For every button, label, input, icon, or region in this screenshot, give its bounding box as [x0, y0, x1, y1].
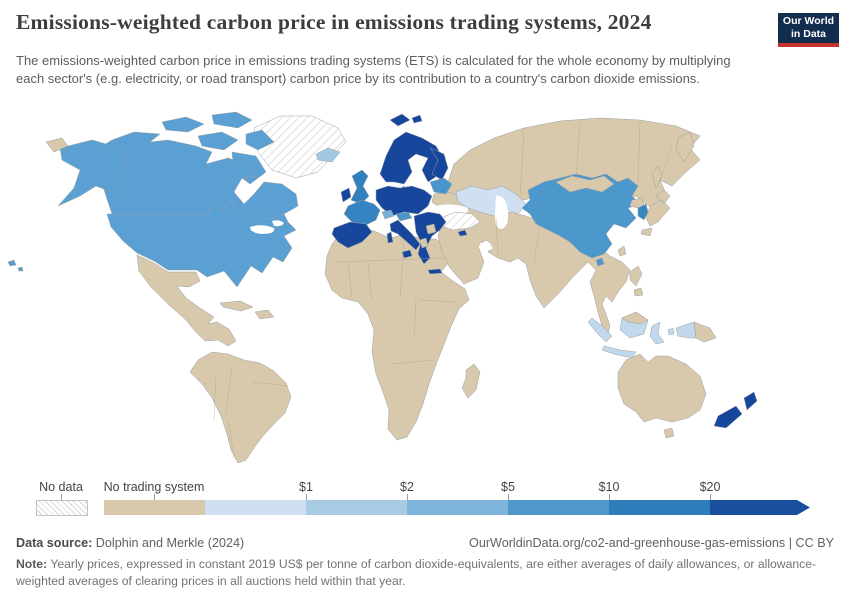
map-region-chukotka[interactable] — [45, 137, 69, 153]
owid-url-link[interactable]: OurWorldinData.org/co2-and-greenhouse-ga… — [469, 536, 786, 550]
map-region-alaska[interactable] — [57, 139, 130, 207]
legend-no-data-label: No data — [39, 480, 83, 494]
map-region-kamchatka[interactable] — [675, 131, 695, 163]
map-region-new-zealand-south[interactable] — [713, 405, 743, 429]
map-region-switzerland[interactable] — [381, 209, 395, 220]
map-region-italy[interactable] — [386, 219, 421, 259]
map-region-taiwan[interactable] — [617, 245, 627, 257]
legend-segment-4[interactable] — [508, 500, 609, 515]
page-title: Emissions-weighted carbon price in emiss… — [16, 10, 652, 34]
map-region-svalbard[interactable] — [389, 113, 423, 127]
country-borders — [213, 121, 673, 459]
legend-segment-3[interactable] — [407, 500, 508, 515]
map-region-uk[interactable] — [350, 169, 370, 205]
note-label: Note: — [16, 557, 48, 571]
owid-logo-line1: Our World — [782, 15, 835, 28]
note-line: Note: Yearly prices, expressed in consta… — [16, 556, 828, 590]
map-region-malaysia-borneo[interactable] — [621, 311, 649, 325]
note-text: Yearly prices, expressed in constant 201… — [16, 557, 817, 588]
map-region-mexico[interactable] — [136, 254, 237, 347]
map-region-turkey[interactable] — [439, 211, 481, 231]
map-region-south-korea[interactable] — [637, 203, 649, 221]
owid-logo[interactable]: Our World in Data — [778, 13, 839, 47]
map-region-sulawesi[interactable] — [649, 321, 665, 345]
map-region-austria[interactable] — [395, 211, 413, 222]
map-region-madagascar[interactable] — [461, 363, 481, 399]
map-region-australia[interactable] — [617, 353, 707, 423]
legend-segment-5[interactable] — [609, 500, 710, 515]
map-region-ireland[interactable] — [340, 187, 352, 203]
map-region-java[interactable] — [601, 345, 637, 359]
legend-label-0: No trading system — [103, 480, 205, 494]
map-region-mongolia[interactable] — [555, 175, 615, 193]
map-region-papua-new-guinea[interactable] — [693, 321, 717, 343]
map-region-west-papua[interactable] — [675, 321, 697, 339]
cc-by-link[interactable]: CC BY — [795, 536, 835, 550]
legend-label-1: $1 — [299, 480, 313, 494]
map-region-albania[interactable] — [419, 237, 429, 249]
map-region-china[interactable] — [521, 173, 641, 259]
map-region-africa[interactable] — [324, 227, 470, 441]
map-region-scandinavia[interactable] — [379, 131, 445, 185]
caspian-sea — [494, 195, 509, 229]
map-region-sumatra[interactable] — [587, 317, 613, 343]
legend-segment-0[interactable] — [104, 500, 205, 515]
source-line: Data source: Dolphin and Merkle (2024) — [16, 536, 834, 550]
legend-label-4: $10 — [598, 480, 620, 494]
map-region-usa[interactable] — [106, 199, 297, 288]
map-region-hainan[interactable] — [595, 257, 605, 267]
source-value: Dolphin and Merkle (2024) — [92, 536, 245, 550]
great-lakes — [250, 220, 284, 234]
legend-bar — [104, 500, 810, 515]
map-region-serbia[interactable] — [425, 223, 437, 235]
chart-subtitle: The emissions-weighted carbon price in e… — [16, 53, 731, 87]
map-region-cyprus[interactable] — [457, 229, 468, 237]
map-region-hawaii[interactable] — [7, 259, 24, 272]
persian-gulf — [480, 242, 493, 251]
map-region-new-zealand-north[interactable] — [743, 391, 758, 411]
map-region-philippines[interactable] — [629, 265, 644, 297]
map-region-cuba[interactable] — [219, 300, 254, 312]
map-region-iberia[interactable] — [331, 221, 373, 249]
map-region-central-europe[interactable] — [375, 185, 433, 217]
map-region-greenland[interactable] — [253, 115, 347, 179]
map-region-tasmania[interactable] — [663, 427, 675, 439]
source-label: Data source: — [16, 536, 93, 550]
legend-segment-1[interactable] — [205, 500, 306, 515]
owid-logo-line2: in Data — [790, 28, 826, 40]
legend-label-2: $2 — [400, 480, 414, 494]
legend-segment-6[interactable] — [710, 500, 810, 515]
url-divider: | — [785, 536, 796, 550]
legend-label-3: $5 — [501, 480, 515, 494]
map-region-crete[interactable] — [427, 268, 443, 275]
map-region-moluccas[interactable] — [667, 327, 675, 336]
map-region-iceland[interactable] — [315, 147, 341, 163]
map-region-hispaniola[interactable] — [254, 309, 275, 320]
source-url-line: OurWorldinData.org/co2-and-greenhouse-ga… — [469, 536, 834, 550]
legend-label-5: $20 — [699, 480, 721, 494]
map-region-japan[interactable] — [640, 189, 671, 237]
world-choropleth-map — [7, 111, 758, 464]
map-region-baltics[interactable] — [429, 177, 453, 195]
map-region-south-america[interactable] — [189, 351, 292, 464]
map-region-france[interactable] — [343, 199, 381, 227]
legend-segment-2[interactable] — [306, 500, 407, 515]
legend-no-data-swatch[interactable] — [36, 500, 88, 516]
